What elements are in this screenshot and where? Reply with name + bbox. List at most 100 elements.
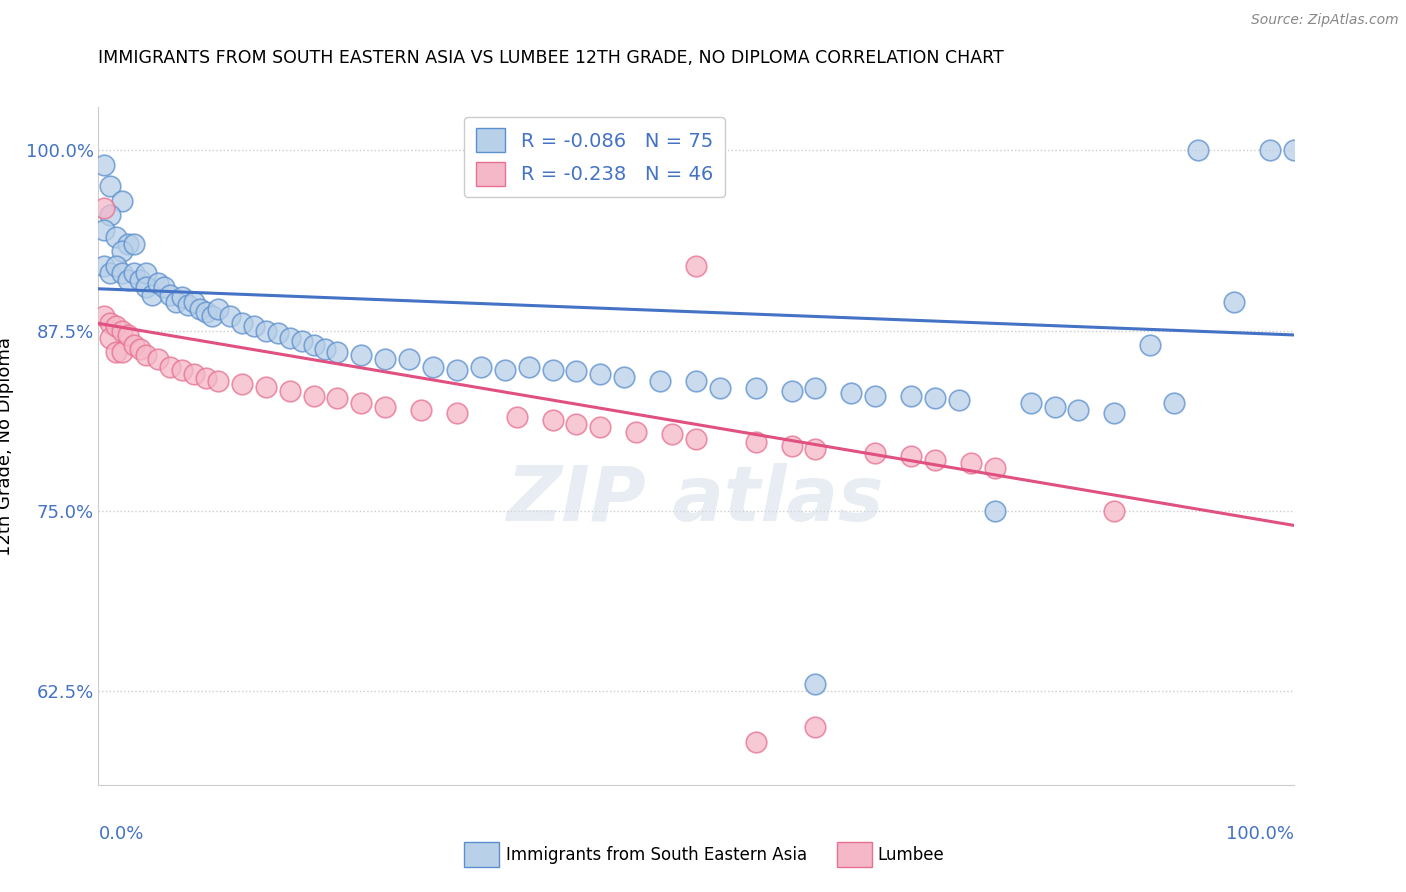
Point bbox=[302, 388, 325, 402]
Point bbox=[183, 294, 205, 309]
Point bbox=[93, 201, 115, 215]
Point bbox=[129, 343, 152, 357]
Point bbox=[984, 504, 1007, 518]
Point bbox=[207, 374, 229, 388]
Point bbox=[900, 449, 922, 463]
Point bbox=[494, 362, 516, 376]
Point bbox=[98, 317, 122, 331]
Point bbox=[398, 352, 420, 367]
Point bbox=[804, 381, 827, 395]
Point bbox=[804, 720, 827, 734]
Point bbox=[302, 338, 325, 352]
Point bbox=[93, 222, 115, 236]
Point bbox=[900, 388, 922, 402]
Point bbox=[841, 385, 863, 400]
Text: Lumbee: Lumbee bbox=[877, 846, 943, 863]
Point bbox=[924, 453, 946, 467]
Point bbox=[1187, 144, 1209, 158]
Point bbox=[291, 334, 314, 348]
Point bbox=[124, 237, 146, 252]
Y-axis label: 12th Grade, No Diploma: 12th Grade, No Diploma bbox=[0, 336, 14, 556]
Point bbox=[278, 331, 301, 345]
Point bbox=[111, 345, 134, 359]
Point bbox=[1282, 144, 1305, 158]
Point bbox=[195, 305, 218, 319]
Point bbox=[589, 367, 612, 381]
Point bbox=[865, 446, 887, 460]
Point bbox=[117, 273, 139, 287]
Text: IMMIGRANTS FROM SOUTH EASTERN ASIA VS LUMBEE 12TH GRADE, NO DIPLOMA CORRELATION : IMMIGRANTS FROM SOUTH EASTERN ASIA VS LU… bbox=[98, 49, 1004, 67]
Point bbox=[745, 434, 768, 449]
Point bbox=[135, 280, 157, 294]
Point bbox=[117, 237, 139, 252]
Point bbox=[350, 395, 373, 409]
Point bbox=[1223, 294, 1246, 309]
Point bbox=[93, 158, 115, 172]
Point bbox=[984, 460, 1007, 475]
Point bbox=[267, 326, 290, 341]
Point bbox=[111, 266, 134, 280]
Point bbox=[165, 294, 187, 309]
Point bbox=[278, 384, 301, 399]
Text: Source: ZipAtlas.com: Source: ZipAtlas.com bbox=[1251, 13, 1399, 28]
Text: Immigrants from South Eastern Asia: Immigrants from South Eastern Asia bbox=[506, 846, 807, 863]
Point bbox=[613, 369, 636, 384]
Point bbox=[98, 331, 122, 345]
Point bbox=[105, 259, 128, 273]
Point bbox=[924, 392, 946, 406]
Point bbox=[207, 301, 229, 316]
Point bbox=[780, 439, 803, 453]
Point bbox=[159, 287, 181, 301]
Point bbox=[1043, 400, 1066, 414]
Point bbox=[93, 309, 115, 323]
Point bbox=[422, 359, 444, 374]
Point bbox=[129, 273, 152, 287]
Point bbox=[589, 420, 612, 434]
Point bbox=[98, 208, 122, 222]
Point bbox=[231, 317, 253, 331]
Point bbox=[1258, 144, 1281, 158]
Point bbox=[219, 309, 242, 323]
Point bbox=[948, 392, 970, 407]
Point bbox=[506, 410, 529, 425]
Legend: R = -0.086   N = 75, R = -0.238   N = 46: R = -0.086 N = 75, R = -0.238 N = 46 bbox=[464, 117, 724, 197]
Text: 100.0%: 100.0% bbox=[1226, 825, 1294, 843]
Point bbox=[105, 319, 128, 334]
Text: ZIP atlas: ZIP atlas bbox=[508, 463, 884, 537]
Point bbox=[804, 677, 827, 691]
Point bbox=[446, 406, 468, 420]
Point bbox=[780, 384, 803, 399]
Point bbox=[326, 345, 349, 359]
Point bbox=[135, 266, 157, 280]
Point bbox=[745, 381, 768, 395]
Point bbox=[1139, 338, 1161, 352]
Point bbox=[124, 266, 146, 280]
Point bbox=[105, 345, 128, 359]
Point bbox=[1067, 403, 1090, 417]
Point bbox=[172, 290, 194, 304]
Point bbox=[326, 392, 349, 406]
Point bbox=[135, 348, 157, 362]
Point bbox=[648, 374, 672, 388]
Point bbox=[745, 734, 768, 748]
Point bbox=[1104, 406, 1126, 420]
Point bbox=[865, 388, 887, 402]
Point bbox=[374, 400, 396, 414]
Point bbox=[188, 301, 211, 316]
Point bbox=[411, 403, 433, 417]
Point bbox=[470, 359, 492, 374]
Point bbox=[1163, 395, 1185, 409]
Point bbox=[111, 324, 134, 338]
Point bbox=[98, 179, 122, 194]
Point bbox=[661, 427, 683, 442]
Point bbox=[541, 413, 564, 427]
Point bbox=[315, 343, 337, 357]
Point bbox=[685, 432, 707, 446]
Point bbox=[105, 230, 128, 244]
Text: 0.0%: 0.0% bbox=[98, 825, 143, 843]
Point bbox=[1019, 395, 1042, 409]
Point bbox=[117, 327, 139, 342]
Point bbox=[1104, 504, 1126, 518]
Point bbox=[243, 319, 266, 334]
Point bbox=[177, 298, 200, 312]
